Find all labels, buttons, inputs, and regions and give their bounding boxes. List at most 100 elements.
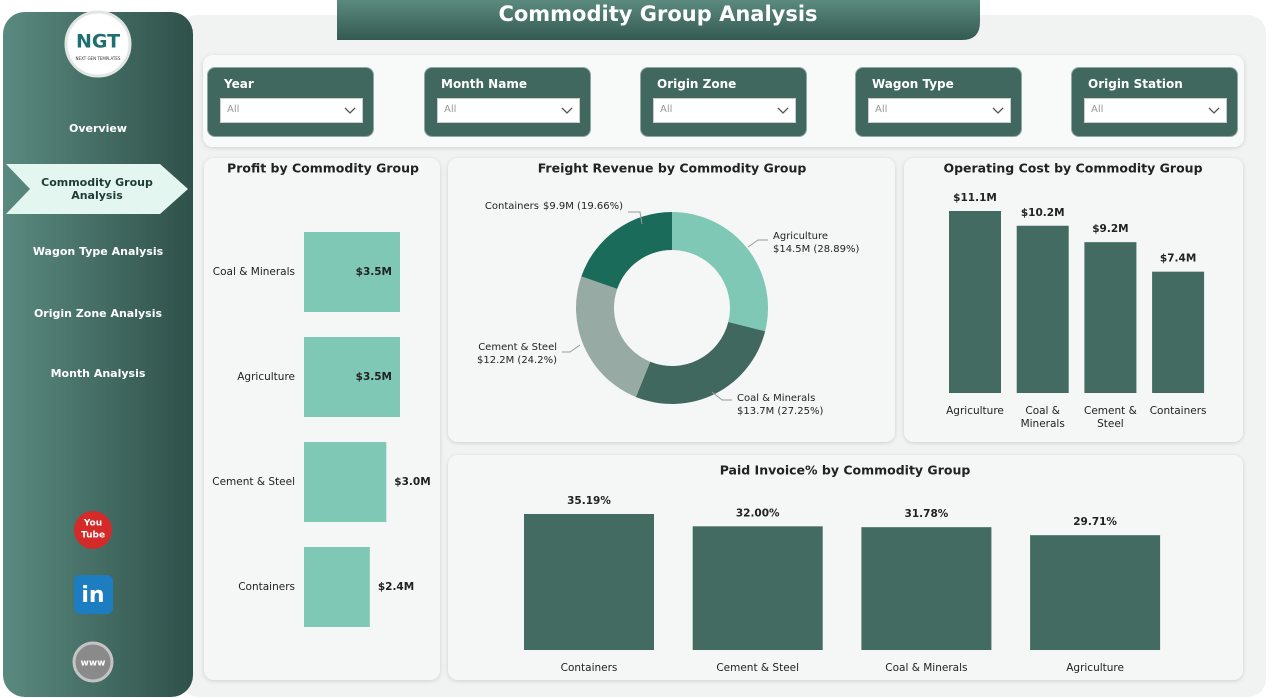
value-label: $9.2M bbox=[1092, 223, 1128, 235]
logo-subtitle: NEXT GEN TEMPLATES bbox=[76, 56, 121, 61]
bar bbox=[1016, 225, 1069, 393]
filter-label: Wagon Type bbox=[872, 77, 954, 91]
youtube-text: Tube bbox=[81, 531, 105, 541]
value-label: $3.5M bbox=[356, 266, 392, 278]
donut-slice bbox=[581, 212, 672, 289]
chart-title: Freight Revenue by Commodity Group bbox=[538, 161, 807, 176]
filter: Month Name All bbox=[424, 67, 591, 137]
value-label: 29.71% bbox=[1073, 516, 1117, 528]
filter-label: Month Name bbox=[441, 77, 527, 91]
website-icon[interactable] bbox=[72, 641, 114, 683]
logo-text: NGT bbox=[76, 31, 120, 53]
value-label: 35.19% bbox=[567, 495, 611, 507]
chevron bbox=[992, 107, 1004, 114]
category-label: Coal & Minerals bbox=[213, 266, 295, 278]
dropdown-value: All bbox=[227, 104, 240, 115]
slice-value: $9.9M (19.66%) bbox=[543, 201, 623, 212]
chevron bbox=[777, 107, 789, 114]
nav-item[interactable]: Origin Zone Analysis bbox=[33, 307, 163, 320]
dropdown-value: All bbox=[444, 104, 457, 115]
bar bbox=[1152, 271, 1205, 393]
chevron-path bbox=[777, 107, 789, 114]
chevron bbox=[344, 107, 356, 114]
dropdown[interactable]: All bbox=[868, 98, 1011, 123]
bar bbox=[949, 211, 1001, 393]
slice-name: Agriculture bbox=[773, 231, 828, 242]
dropdown-value: All bbox=[875, 104, 888, 115]
slice-label: Containers $9.9M (19.66%) bbox=[485, 201, 623, 212]
linkedin-text: in bbox=[81, 583, 104, 608]
category-label: Cement & Steel bbox=[1084, 405, 1137, 430]
category-label: Coal & Minerals bbox=[885, 662, 968, 674]
category-label: Containers bbox=[238, 581, 295, 593]
header-bar bbox=[337, 0, 980, 40]
filter-label: Origin Zone bbox=[657, 77, 737, 91]
donut-slice bbox=[672, 212, 769, 332]
value-label: $3.5M bbox=[356, 371, 392, 383]
slice-value: $14.5M (28.89%) bbox=[773, 244, 859, 255]
leader-line bbox=[562, 344, 581, 353]
bar bbox=[861, 527, 992, 650]
dropdown[interactable]: All bbox=[220, 98, 363, 123]
bar bbox=[304, 337, 400, 417]
value-label: $3.0M bbox=[394, 476, 430, 488]
linkedin-icon[interactable] bbox=[74, 575, 113, 614]
active-nav-bg bbox=[6, 164, 188, 214]
page-title: Commodity Group Analysis bbox=[498, 2, 817, 26]
leader-line bbox=[628, 211, 643, 225]
bar bbox=[692, 526, 823, 650]
nav-item[interactable]: Commodity Group Analysis bbox=[41, 176, 153, 202]
chevron-path bbox=[344, 107, 356, 114]
chevron-path bbox=[561, 107, 573, 114]
category-label: Cement & Steel bbox=[212, 476, 295, 488]
website-text: www bbox=[81, 659, 106, 669]
category-label: Containers bbox=[560, 662, 618, 674]
chart-title: Profit by Commodity Group bbox=[227, 161, 419, 176]
dropdown[interactable]: All bbox=[437, 98, 580, 123]
value-label: 32.00% bbox=[736, 507, 780, 519]
filter: Origin Zone All bbox=[640, 67, 807, 137]
nav-item[interactable]: Overview bbox=[69, 122, 127, 135]
category-label: Agriculture bbox=[946, 405, 1004, 417]
category-label: Agriculture bbox=[237, 371, 295, 383]
value-label: $11.1M bbox=[953, 192, 997, 204]
dropdown[interactable]: All bbox=[1084, 98, 1227, 123]
bar bbox=[524, 514, 654, 650]
chevron bbox=[561, 107, 573, 114]
youtube-text: You bbox=[83, 519, 102, 529]
filter-label: Origin Station bbox=[1088, 77, 1183, 91]
value-label: $10.2M bbox=[1021, 207, 1065, 219]
nav-item[interactable]: Wagon Type Analysis bbox=[32, 245, 164, 258]
dropdown-value: All bbox=[1091, 104, 1104, 115]
category-label: Cement & Steel bbox=[716, 662, 800, 674]
chart-title: Paid Invoice% by Commodity Group bbox=[720, 463, 971, 478]
leader-line bbox=[711, 391, 732, 401]
chevron-path bbox=[1208, 107, 1220, 114]
youtube-icon[interactable] bbox=[74, 511, 112, 549]
category-label: Containers bbox=[1149, 405, 1207, 417]
dropdown[interactable]: All bbox=[653, 98, 796, 123]
slice-value: $13.7M (27.25%) bbox=[737, 406, 823, 417]
category-label: Coal & Minerals bbox=[1020, 405, 1065, 430]
donut-slice bbox=[576, 276, 651, 397]
nav-item[interactable]: Month Analysis bbox=[50, 367, 146, 380]
slice-name: Coal & Minerals bbox=[737, 393, 815, 404]
chart-title: Operating Cost by Commodity Group bbox=[943, 161, 1202, 176]
leader-line bbox=[747, 239, 768, 248]
filter: Wagon Type All bbox=[855, 67, 1022, 137]
filter: Origin Station All bbox=[1071, 67, 1238, 137]
value-label: $2.4M bbox=[378, 581, 414, 593]
category-label: Agriculture bbox=[1066, 662, 1124, 674]
chevron-path bbox=[992, 107, 1004, 114]
filter: Year All bbox=[207, 67, 374, 137]
card bbox=[448, 158, 895, 442]
logo-circle bbox=[64, 10, 132, 78]
chevron bbox=[1208, 107, 1220, 114]
value-label: 31.78% bbox=[905, 508, 949, 520]
bar bbox=[304, 442, 387, 522]
bar bbox=[1084, 242, 1137, 393]
slice-name: Cement & Steel bbox=[478, 342, 557, 353]
bar bbox=[304, 547, 370, 627]
slice-value: $12.2M (24.2%) bbox=[477, 355, 557, 366]
